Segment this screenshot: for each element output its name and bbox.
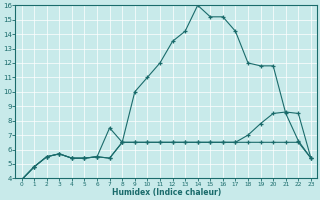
X-axis label: Humidex (Indice chaleur): Humidex (Indice chaleur) <box>112 188 221 197</box>
